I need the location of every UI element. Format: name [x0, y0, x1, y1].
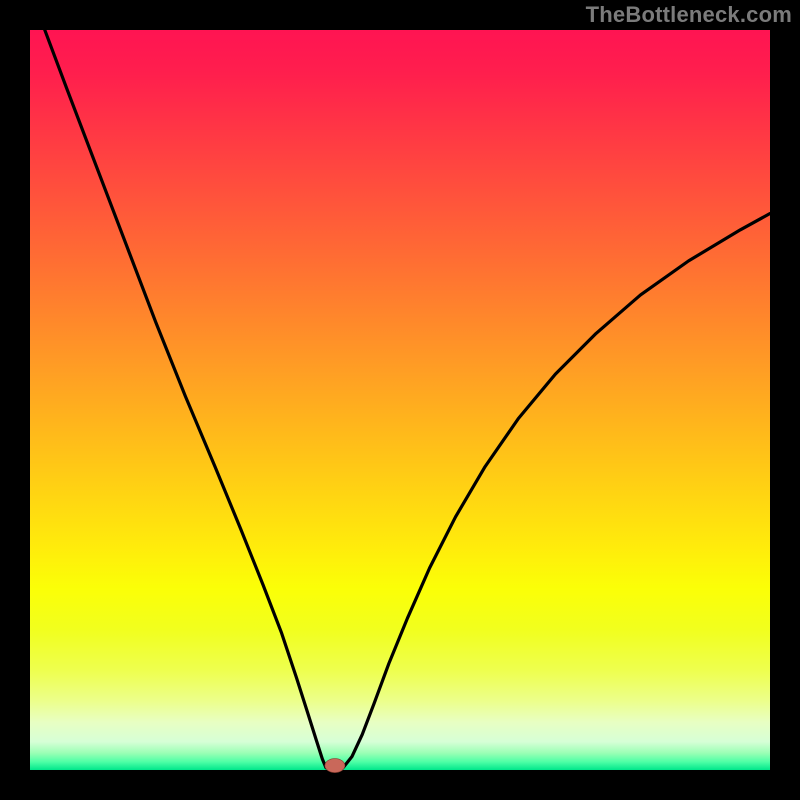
bottleneck-chart [0, 0, 800, 800]
chart-container: TheBottleneck.com [0, 0, 800, 800]
optimal-point-marker [325, 759, 345, 773]
plot-background [30, 30, 770, 770]
watermark-text: TheBottleneck.com [586, 2, 792, 28]
